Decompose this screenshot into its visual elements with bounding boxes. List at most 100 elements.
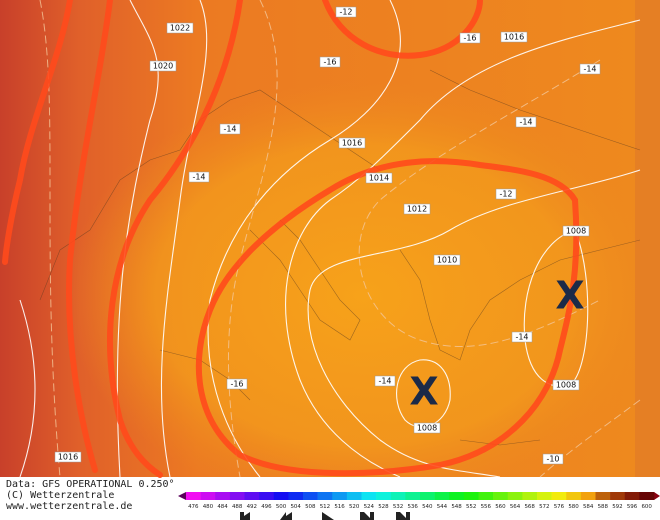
temperature-label: -14 (515, 333, 528, 342)
colorbar-swatch (639, 492, 655, 500)
colorbar-swatch (493, 492, 509, 500)
colorbar-swatch (259, 492, 275, 500)
colorbar-label: 516 (334, 504, 345, 510)
isobar-label: 1008 (417, 424, 437, 433)
colorbar-label: 556 (481, 504, 492, 510)
colorbar-swatch (478, 492, 494, 500)
map-edge (635, 0, 660, 477)
playback-controls (240, 512, 410, 520)
isobars (19, 0, 641, 478)
colorbar-label: 508 (305, 504, 316, 510)
colorbar: 476 480 484 488 492 496 500 504 508 512 516 520 524 5… (178, 492, 660, 510)
footer: Data: GFS OPERATIONAL 0.250° (C) Wetterz… (6, 479, 175, 512)
colorbar-swatch (566, 492, 582, 500)
colorbar-swatch (361, 492, 377, 500)
colorbar-swatch (610, 492, 626, 500)
footer-source: Data: GFS OPERATIONAL 0.250° (6, 479, 175, 490)
temperature-label: -14 (378, 377, 391, 386)
map-shade (0, 0, 660, 477)
colorbar-label: 536 (407, 504, 418, 510)
temperature-label: -16 (230, 380, 243, 389)
colorbar-label: 540 (422, 504, 433, 510)
colorbar-swatch (463, 492, 479, 500)
colorbar-label: 572 (539, 504, 550, 510)
colorbar-swatch (420, 492, 435, 500)
colorbar-label: 500 (276, 504, 287, 510)
colorbar-label: 496 (261, 504, 272, 510)
temperature-label: -16 (463, 34, 476, 43)
colorbar-label: 476 (188, 504, 199, 510)
colorbar-swatch (303, 492, 318, 500)
isobar-label: 1020 (153, 62, 173, 71)
isobar-label: 1008 (566, 227, 586, 236)
colorbar-label: 520 (349, 504, 360, 510)
footer-copyright: (C) Wetterzentrale (6, 490, 114, 501)
prev-button[interactable] (280, 512, 292, 520)
temperature-label: -10 (546, 455, 559, 464)
colorbar-swatch (288, 492, 304, 500)
colorbar-arrow-right (654, 492, 660, 500)
isobar-label: 1010 (437, 256, 457, 265)
colorbar-swatch (215, 492, 231, 500)
colorbar-swatch (522, 492, 538, 500)
low-marker: X (555, 274, 584, 318)
colorbar-label: 580 (568, 504, 579, 510)
colorbar-swatch (390, 492, 406, 500)
last-button[interactable] (396, 512, 410, 520)
temperature-label: -12 (339, 8, 352, 17)
isobar-label: 1012 (407, 205, 427, 214)
footer-url: www.wetterzentrale.de (6, 501, 132, 512)
isobar-label: 1016 (58, 453, 78, 462)
colorbar-label: 588 (598, 504, 609, 510)
colorbar-swatch (624, 492, 640, 500)
colorbar-swatch (317, 492, 333, 500)
colorbar-label: 552 (466, 504, 477, 510)
colorbar-swatch (332, 492, 348, 500)
colorbar-swatch (580, 492, 596, 500)
play-button[interactable] (322, 512, 334, 520)
colorbar-swatch (434, 492, 450, 500)
low-marker: X (409, 370, 438, 414)
colorbar-label: 600 (641, 504, 652, 510)
colorbar-label: 596 (627, 504, 638, 510)
colorbar-label: 564 (510, 504, 521, 510)
colorbar-swatch (186, 492, 201, 500)
colorbar-label: 584 (583, 504, 594, 510)
first-button[interactable] (240, 512, 250, 520)
temperature-label: -14 (519, 118, 532, 127)
colorbar-swatch (537, 492, 552, 500)
temperature-label: -14 (583, 65, 596, 74)
colorbar-label: 568 (524, 504, 535, 510)
colorbar-label: 480 (203, 504, 214, 510)
colorbar-arrow-left (178, 492, 186, 500)
colorbar-swatch (595, 492, 611, 500)
temperature-label: -12 (499, 190, 512, 199)
temperature-label: -14 (192, 173, 205, 182)
colorbar-swatch (507, 492, 523, 500)
colorbar-label: 512 (320, 504, 331, 510)
colorbar-label: 592 (612, 504, 623, 510)
colorbar-swatch (551, 492, 567, 500)
colorbar-swatch (273, 492, 289, 500)
temperature-label: -16 (323, 58, 336, 67)
annotation-strokes (2, 0, 580, 478)
isobar-label: 1008 (556, 381, 576, 390)
colorbar-swatch (376, 492, 392, 500)
colorbar-label: 532 (393, 504, 404, 510)
isobar-labels: 1022 1020 1016 1016 1014 1012 1010 1008 … (54, 22, 590, 463)
temperature-labels: -12 -16 -14 -16 -14 -14 -14 -12 -14 -16 … (188, 6, 601, 465)
colorbar-label: 488 (232, 504, 243, 510)
colorbar-swatch (405, 492, 421, 500)
colorbar-swatch (229, 492, 245, 500)
colorbar-label: 484 (217, 504, 228, 510)
colorbar-swatch (244, 492, 260, 500)
temperature-label: -14 (223, 125, 236, 134)
colorbar-label: 548 (451, 504, 462, 510)
colorbar-label: 492 (247, 504, 258, 510)
isobar-label: 1014 (369, 174, 389, 183)
colorbar-swatch (200, 492, 216, 500)
next-button[interactable] (360, 512, 374, 520)
colorbar-label: 504 (290, 504, 301, 510)
isobar-label: 1016 (504, 33, 524, 42)
